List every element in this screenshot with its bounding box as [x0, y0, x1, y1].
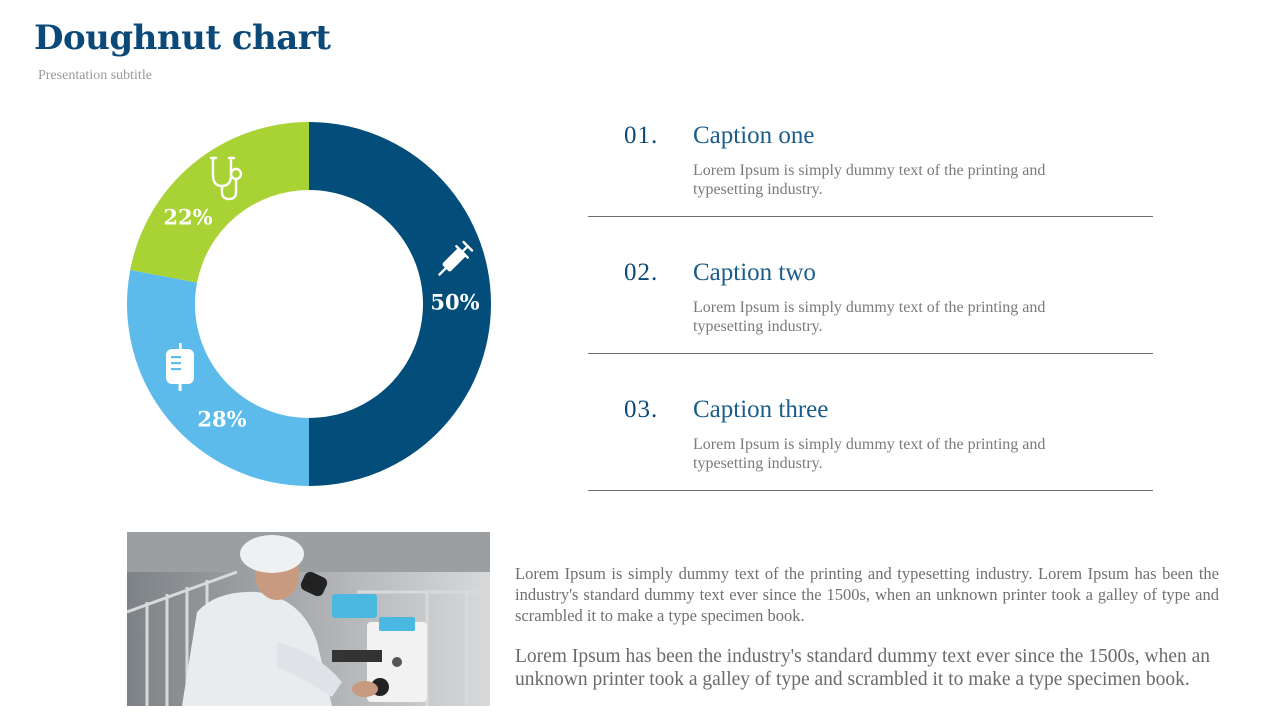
- caption-row-3: 03. Caption three Lorem Ipsum is simply …: [588, 354, 1153, 491]
- caption-number: 02.: [624, 259, 659, 286]
- doughnut-chart: 50% 28% 22%: [126, 122, 491, 486]
- caption-number: 01.: [624, 122, 659, 149]
- syringe-icon: [438, 240, 474, 276]
- caption-body: Lorem Ipsum is simply dummy text of the …: [693, 162, 1046, 198]
- doughnut-slice-28: [126, 269, 309, 486]
- slice-label: 28%: [197, 407, 246, 432]
- doughnut-slice-22: [130, 122, 309, 283]
- caption-number: 03.: [624, 396, 659, 423]
- caption-row-1: 01. Caption one Lorem Ipsum is simply du…: [588, 80, 1153, 217]
- caption-title: Caption two: [693, 259, 816, 286]
- page-subtitle: Presentation subtitle: [38, 68, 152, 83]
- lab-scientist-photo: [127, 532, 490, 706]
- stethoscope-icon: [209, 156, 243, 201]
- body-paragraph-1: Lorem Ipsum is simply dummy text of the …: [515, 564, 1219, 625]
- doughnut-slice-50: [309, 122, 491, 486]
- caption-title: Caption three: [693, 396, 829, 423]
- body-paragraph-2: Lorem Ipsum has been the industry's stan…: [515, 646, 1211, 690]
- caption-body: Lorem Ipsum is simply dummy text of the …: [693, 436, 1046, 472]
- iv-bag-icon: [166, 343, 194, 391]
- slice-label: 50%: [430, 290, 479, 315]
- caption-title: Caption one: [693, 122, 815, 149]
- caption-body: Lorem Ipsum is simply dummy text of the …: [693, 299, 1046, 335]
- page-title: Doughnut chart: [34, 18, 331, 58]
- slice-label: 22%: [163, 205, 212, 230]
- caption-row-2: 02. Caption two Lorem Ipsum is simply du…: [588, 217, 1153, 354]
